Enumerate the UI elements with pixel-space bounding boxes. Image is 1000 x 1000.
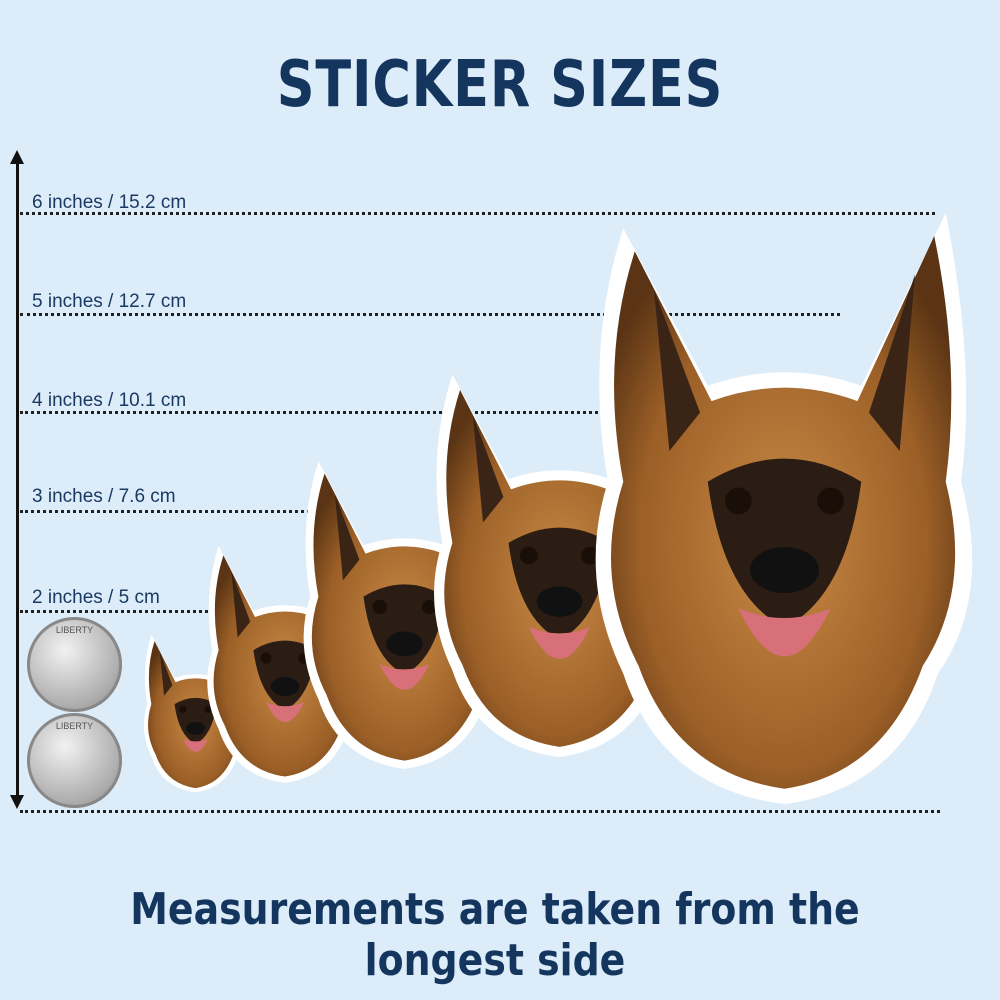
size-line-3in xyxy=(20,510,310,513)
page-title: STICKER SIZES xyxy=(276,48,724,122)
size-line-5in xyxy=(20,313,840,316)
arrow-up-icon xyxy=(10,150,24,164)
quarter-coin: LIBERTY xyxy=(27,713,122,808)
size-label-4in: 4 inches / 10.1 cm xyxy=(32,390,187,411)
arrow-down-icon xyxy=(10,795,24,809)
size-line-4in xyxy=(20,411,610,414)
size-label-5in: 5 inches / 12.7 cm xyxy=(32,291,187,312)
size-label-6in: 6 inches / 15.2 cm xyxy=(32,192,187,213)
quarter-coin: LIBERTY xyxy=(27,617,122,712)
coin-text: LIBERTY xyxy=(55,625,94,635)
size-line-6in xyxy=(20,212,935,215)
size-label-3in: 3 inches / 7.6 cm xyxy=(32,486,176,507)
size-label-2in: 2 inches / 5 cm xyxy=(32,587,160,608)
coin-text: LIBERTY xyxy=(55,721,94,731)
measurement-note: Measurements are taken from the longest … xyxy=(130,884,860,986)
size-line-2in xyxy=(20,610,220,613)
baseline-line xyxy=(20,810,940,813)
sticker-6in xyxy=(595,213,973,805)
height-axis xyxy=(16,160,19,795)
